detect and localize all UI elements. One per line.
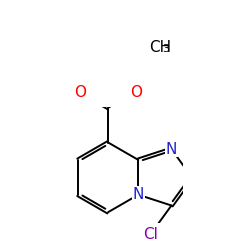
Text: O: O	[74, 84, 86, 100]
Text: CH: CH	[149, 40, 172, 54]
Text: Cl: Cl	[144, 227, 158, 242]
Text: O: O	[130, 84, 142, 100]
Text: 3: 3	[162, 44, 169, 54]
Text: N: N	[166, 142, 177, 157]
Text: N: N	[133, 187, 144, 202]
